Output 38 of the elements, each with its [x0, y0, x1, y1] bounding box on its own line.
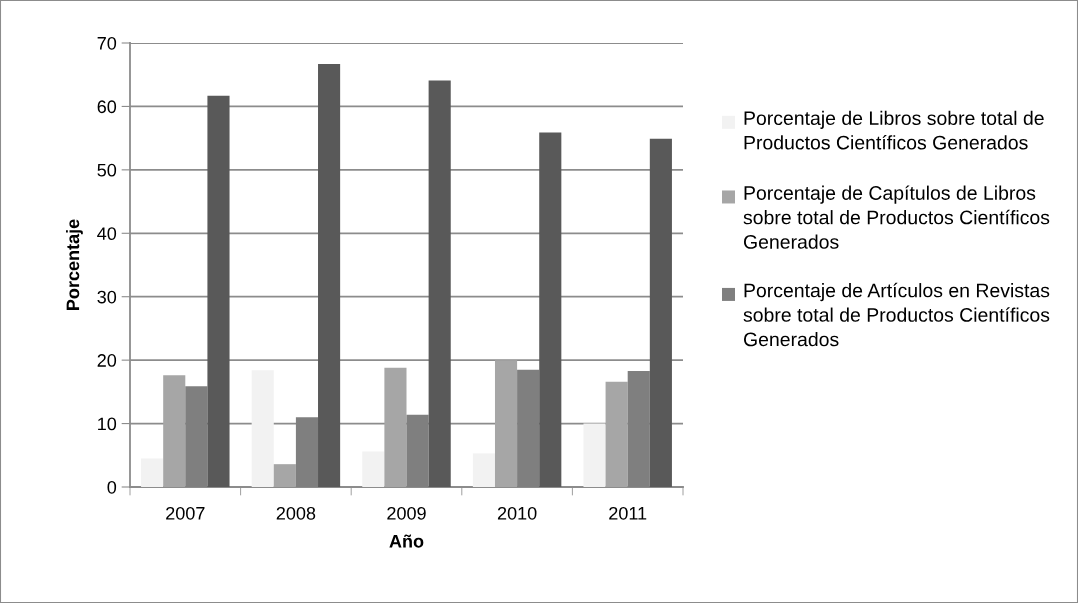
bar: [295, 417, 319, 487]
x-tick-label: 2008: [276, 506, 316, 520]
x-axis-title: Año: [389, 534, 424, 548]
y-axis-title: Porcentaje: [66, 219, 83, 310]
bar: [428, 80, 451, 487]
bar: [406, 414, 429, 487]
bar: [517, 369, 540, 487]
y-tick-label: 10: [98, 417, 117, 431]
x-tick-label: 2009: [387, 506, 426, 520]
bar: [494, 360, 518, 487]
bar: [207, 95, 230, 487]
bar: [472, 453, 495, 487]
y-tick-label: 0: [107, 480, 117, 494]
bar: [141, 458, 164, 487]
y-tick-label: 70: [97, 36, 117, 50]
bar: [163, 375, 186, 487]
legend-label: Porcentaje de Capítulos de Libros sobre total de Productos Científicos Generados: [743, 185, 1050, 249]
bar: [539, 132, 562, 487]
bar: [318, 63, 341, 487]
x-tick-label: 2007: [166, 506, 205, 520]
legend-label: Porcentaje de Libros sobre total de Productos Científicos Generados: [744, 110, 1044, 150]
y-tick-label: 30: [97, 290, 117, 304]
bar: [627, 370, 650, 487]
bar: [605, 381, 628, 487]
bar: [649, 138, 672, 487]
y-tick-label: 50: [97, 163, 117, 177]
y-tick-label: 20: [97, 354, 117, 367]
x-tick-label: 2010: [497, 506, 537, 520]
bar: [583, 423, 606, 487]
x-tick-label: 2011: [609, 506, 647, 520]
bar: [251, 370, 274, 487]
legend-label: Porcentaje de Artículos en Revistas sobre total de Productos Científicos Generados: [743, 282, 1050, 347]
bar: [273, 464, 296, 487]
bar: [362, 451, 385, 487]
y-tick-label: 60: [97, 100, 117, 114]
bar: [384, 367, 407, 487]
y-tick-label: 40: [97, 227, 117, 241]
bar: [185, 386, 208, 487]
